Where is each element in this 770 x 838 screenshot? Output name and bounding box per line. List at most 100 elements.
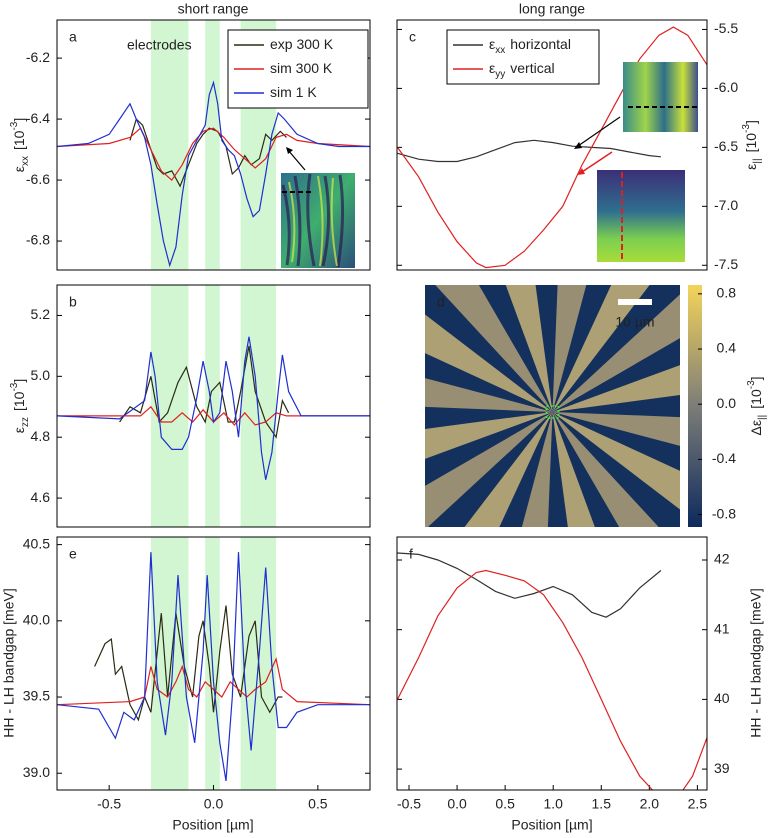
panel-label: a	[69, 29, 77, 45]
x-tick-label: 0.5	[308, 796, 328, 812]
label-part: ε	[11, 166, 27, 172]
data-line	[397, 139, 661, 163]
y-tick-label: -6.2	[26, 49, 50, 65]
label-part: Δε	[748, 420, 764, 436]
y-axis-label: ε|| [10-3]	[741, 120, 763, 170]
y-tick-label: -6.5	[714, 138, 738, 154]
spoke	[425, 378, 553, 412]
annotation: electrodes	[127, 37, 192, 53]
y-tick-label: 4.8	[31, 428, 51, 444]
y-axis-label: HH - LH bandgap [meV]	[748, 588, 764, 737]
legend-label: εyy vertical	[489, 60, 555, 80]
spoke	[521, 412, 553, 527]
y-tick-label: -6.8	[26, 232, 50, 248]
panel-label: f	[409, 546, 413, 562]
electrode-band	[205, 20, 220, 270]
data-line	[119, 345, 290, 439]
x-tick-label: 0.5	[495, 796, 515, 812]
plot-frame	[56, 19, 371, 271]
data-line	[57, 336, 370, 480]
legend-label: εxx horizontal	[489, 36, 571, 56]
legend-symbol: ε	[489, 36, 495, 52]
y-tick-label: -7.0	[714, 197, 738, 213]
plot-frame	[396, 536, 708, 791]
label-part: xx	[20, 156, 31, 166]
data-line	[397, 26, 707, 269]
label-part: ||	[752, 158, 763, 163]
inset-texture	[288, 175, 338, 267]
y-tick-label: 42	[714, 551, 730, 567]
plots: -6.8 -6.6 -6.4 -6.2 a electrodes exp 300 K sim …	[23, 19, 738, 812]
y-tick-label: 41	[714, 620, 730, 636]
label-part: ]	[743, 120, 759, 124]
y-tick-label: 39.5	[23, 688, 50, 704]
x-tick-label: 0.0	[447, 796, 467, 812]
arrow-head	[574, 142, 582, 149]
inset-image	[597, 170, 685, 262]
label-part: ||	[757, 415, 768, 420]
arrow-head	[577, 168, 585, 175]
colorbar	[688, 285, 702, 527]
legend-box	[446, 29, 600, 85]
x-tick-label: 2.5	[688, 796, 708, 812]
label-part: ]	[11, 379, 27, 383]
colorbar-tick-label: 0.0	[717, 395, 737, 411]
label-part: -3	[746, 380, 757, 389]
spoke	[552, 412, 680, 510]
data-line	[397, 569, 707, 790]
x-axis-label: Position [µm]	[172, 817, 253, 833]
data-line	[57, 656, 370, 706]
arrow	[287, 149, 306, 171]
column-title: short range	[178, 1, 249, 17]
inset-texture	[281, 173, 345, 268]
y-tick-label: -6.6	[26, 171, 50, 187]
legend-label: exp 300 K	[270, 36, 334, 52]
spoke	[552, 365, 680, 412]
y-tick-label: 40.0	[23, 612, 50, 628]
spoke	[425, 412, 553, 527]
x-axis-label: Position [µm]	[511, 817, 592, 833]
panel-label: c	[409, 29, 416, 45]
y-tick-label: -6.0	[714, 79, 738, 95]
center-marker	[545, 405, 560, 419]
y-tick-label: 40	[714, 690, 730, 706]
label-part: -3	[741, 124, 752, 133]
panel-label: b	[69, 294, 77, 310]
column-title: long range	[519, 1, 585, 17]
y-tick-label: -7.5	[714, 256, 738, 272]
x-tick-label: 1.0	[543, 796, 563, 812]
data-line	[57, 80, 370, 268]
x-tick-label: 0.0	[204, 796, 224, 812]
colorbar-tick-label: 0.8	[717, 285, 737, 301]
y-tick-label: -6.4	[26, 110, 50, 126]
label-part: ε	[11, 427, 27, 433]
colorbar-label: Δε|| [10-3]	[746, 376, 768, 435]
y-axis-label: εzz [10-3]	[9, 379, 31, 434]
panel-label: e	[69, 546, 77, 562]
insets	[281, 62, 698, 268]
x-tick-label: -0.5	[397, 796, 421, 812]
y-axis-label: HH - LH bandgap [meV]	[1, 588, 17, 737]
colorbar-tick-label: -0.4	[712, 450, 736, 466]
legend-name: horizontal	[510, 36, 571, 52]
spoke	[552, 294, 680, 412]
label-part: ]	[11, 118, 27, 122]
colorbar-tick-label: -0.8	[712, 505, 736, 521]
spoke	[435, 285, 553, 412]
x-tick-label: 2.0	[640, 796, 660, 812]
spoke	[552, 285, 650, 412]
arrow	[577, 116, 621, 147]
legend-name: vertical	[510, 60, 554, 76]
arrow-head	[286, 147, 293, 154]
spoke	[552, 412, 595, 527]
panel-label: d	[437, 294, 445, 310]
y-tick-label: 40.5	[23, 535, 50, 551]
spoke	[552, 412, 659, 527]
label-part: [10	[748, 389, 764, 409]
label-part: zz	[20, 417, 31, 427]
colorbar-tick-label: 0.4	[717, 340, 737, 356]
legend-symbol-sub: xx	[495, 45, 505, 56]
legend-symbol: ε	[489, 60, 495, 76]
data-line	[57, 552, 370, 781]
label-part: -3	[9, 382, 20, 391]
